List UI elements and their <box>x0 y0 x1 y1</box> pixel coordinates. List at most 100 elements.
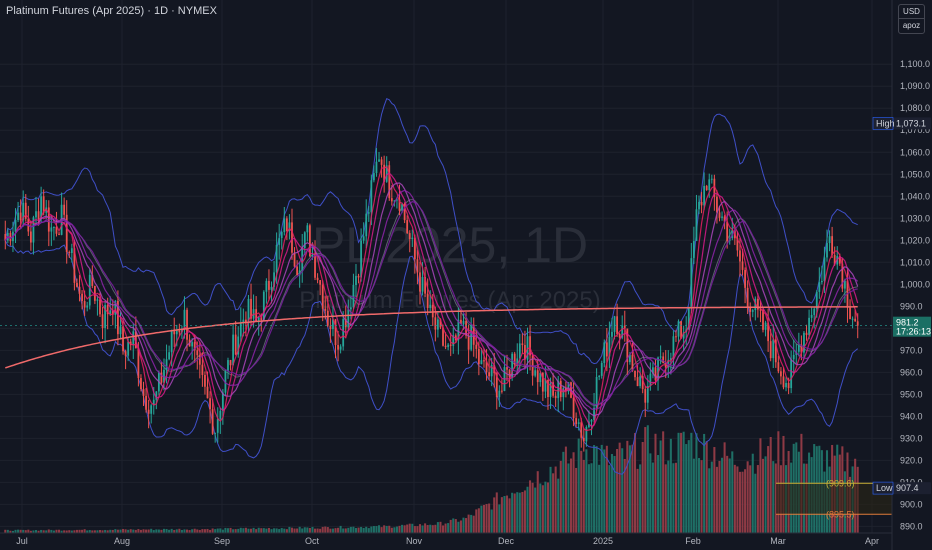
candle-body <box>73 248 76 283</box>
candle-body <box>826 243 828 258</box>
volume-bar <box>447 523 450 533</box>
volume-bar <box>211 528 214 533</box>
candle-body <box>746 287 749 309</box>
candle-body <box>501 390 503 392</box>
volume-bar <box>362 527 365 533</box>
volume-bar <box>744 469 747 533</box>
candle-body <box>844 280 846 289</box>
candle-body <box>293 252 296 267</box>
candle-body <box>291 222 293 253</box>
volume-bar <box>29 530 32 533</box>
volume-bar <box>480 505 483 533</box>
candle-body <box>406 220 409 234</box>
candle-body <box>388 165 391 199</box>
candle-body <box>646 386 649 403</box>
volume-bar <box>485 503 488 533</box>
volume-bar <box>616 448 619 533</box>
volume-bar <box>367 528 370 533</box>
candle-body <box>644 389 647 403</box>
volume-bar <box>19 529 22 533</box>
volume-bar <box>623 458 626 533</box>
candle-body <box>160 372 163 383</box>
volume-bar <box>659 440 662 533</box>
price-axis[interactable]: 890.0900.0910.0920.0930.0940.0950.0960.0… <box>891 0 930 550</box>
candle-body <box>603 342 606 363</box>
candle-body <box>421 276 424 292</box>
volume-bar <box>746 461 749 533</box>
candle-body <box>401 204 403 211</box>
candle-body <box>229 360 232 366</box>
candle-body <box>373 173 375 181</box>
candle-body <box>19 212 22 221</box>
candle-body <box>268 280 270 290</box>
candle-body <box>17 212 19 221</box>
low-value-box <box>893 482 931 495</box>
candle-body <box>777 362 780 372</box>
candle-body <box>703 185 706 206</box>
volume-bar <box>319 528 322 533</box>
candle-body <box>598 375 601 377</box>
candle-body <box>355 275 357 285</box>
volume-bar <box>421 525 424 533</box>
candle-body <box>245 319 247 324</box>
candle-body <box>700 201 703 206</box>
volume-bar <box>250 528 253 533</box>
candle-body <box>201 364 204 375</box>
volume-bar <box>155 529 158 533</box>
candle-body <box>24 202 27 219</box>
price-tick-label: 930.0 <box>900 433 923 443</box>
scale-controls[interactable]: USD apoz <box>898 4 925 34</box>
high-value-label: High <box>876 118 895 128</box>
volume-bar <box>697 458 701 533</box>
candle-body <box>462 320 465 325</box>
time-axis[interactable]: Jul Aug Sep Oct Nov Dec 2025 Feb Mar Apr <box>0 532 892 546</box>
volume-bar <box>150 528 153 533</box>
volume-bar <box>32 530 35 533</box>
candle-body <box>669 358 672 360</box>
volume-bar <box>147 529 150 533</box>
candle-body <box>106 305 109 315</box>
candle-body <box>621 325 624 338</box>
candle-body <box>239 322 242 337</box>
volume-bar <box>311 526 314 533</box>
candle-body <box>101 314 104 328</box>
volume-bar <box>96 530 99 533</box>
volume-bar <box>708 468 711 533</box>
candle-body <box>145 395 147 410</box>
candle-body <box>4 233 7 241</box>
candle-body <box>744 269 746 288</box>
candle-body <box>677 321 680 337</box>
volume-bar <box>628 445 631 533</box>
volume-bar <box>24 530 27 533</box>
volume-bar <box>14 529 17 533</box>
candle-body <box>68 251 71 254</box>
scale-mode-label[interactable]: apoz <box>899 18 924 32</box>
chart-title: Platinum Futures (Apr 2025) · 1D · NYMEX <box>6 5 217 17</box>
volume-bar <box>764 456 767 533</box>
candle-body <box>178 330 181 333</box>
candle-body <box>360 240 362 278</box>
low-value: 907.4 <box>896 483 919 493</box>
volume-bar <box>761 458 765 533</box>
candle-body <box>457 319 460 341</box>
high-value-box <box>893 117 931 130</box>
candle-body <box>780 371 782 377</box>
candle-body <box>805 332 808 336</box>
candle-body <box>206 386 209 399</box>
candle-body <box>831 236 834 256</box>
volume-bar <box>232 529 235 533</box>
volume-bar <box>193 528 196 533</box>
candle-body <box>99 299 101 315</box>
candle-body <box>659 356 662 358</box>
candle-body <box>352 284 355 308</box>
currency-label[interactable]: USD <box>903 7 920 16</box>
price-tick-label: 1,090.0 <box>900 81 930 91</box>
last-price: 981.2 <box>896 318 919 328</box>
candle-body <box>590 419 593 422</box>
price-tick-label: 970.0 <box>900 345 923 355</box>
volume-bar <box>288 526 291 533</box>
volume-bar <box>626 440 629 533</box>
volume-bar <box>726 455 729 533</box>
candle-body <box>390 198 393 202</box>
